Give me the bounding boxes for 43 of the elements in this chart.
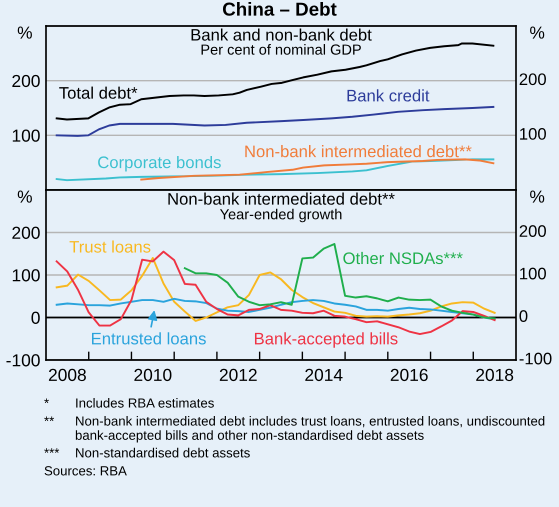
x-tick-label: 2012 — [220, 368, 257, 382]
x-tick-label: 2016 — [390, 368, 428, 382]
text: China – Debt — [222, 2, 337, 16]
legend-label: Entrusted loans — [92, 332, 206, 344]
text: ** Non-bank intermediated debt includes trust loans, entrusted loans, undiscounted bank-accepted bills and other non-standardised debt assets — [44, 416, 544, 443]
series-label: Non-bank intermediated debt** — [245, 145, 472, 158]
series-label: Bank credit — [348, 89, 430, 102]
chart-title: Bank and non-bank debt — [192, 28, 372, 41]
y-tick-label: 0 — [31, 312, 40, 324]
x-tick-label: 2018 — [476, 368, 514, 382]
series-label: Other NSDAs*** — [343, 252, 463, 264]
y2-tick-label: 200 — [520, 73, 546, 86]
x-tick-label: 2014 — [305, 368, 343, 382]
y2-axis-title: % — [530, 190, 544, 203]
y-tick-label: 100 — [12, 130, 40, 142]
series-label: Bank-accepted bills — [254, 332, 398, 348]
chart-title: Non-bank intermediated debt** — [168, 192, 395, 205]
y2-tick-label: 0 — [519, 310, 528, 322]
y-tick-label: 100 — [12, 269, 40, 282]
y2-tick-label: 200 — [520, 225, 546, 237]
text: *** Non-standardised debt assets — [44, 448, 250, 458]
series-label: Corporate bonds — [98, 156, 221, 172]
y-tick-label: 200 — [12, 226, 40, 239]
source-note: Sources: RBA — [44, 466, 127, 476]
line-series — [56, 106, 494, 137]
y-axis-title: % — [18, 190, 32, 203]
line-series — [56, 158, 494, 182]
y-axis-title: % — [18, 26, 32, 39]
line-series — [56, 42, 494, 120]
series-label: Total debt* — [59, 86, 138, 99]
text: Per cent of nominal GDP — [202, 44, 361, 55]
line-series — [184, 243, 496, 320]
x-tick-label: 2010 — [134, 368, 172, 382]
x-tick-label: 2008 — [48, 368, 86, 382]
y2-axis-title: % — [530, 26, 544, 39]
y2-tick-label: -100 — [520, 352, 552, 364]
text: Year-ended growth — [220, 208, 342, 222]
y2-tick-label: 100 — [520, 128, 546, 140]
y-tick-label: -100 — [6, 354, 40, 366]
series-label: Trust loans — [70, 240, 150, 253]
y2-tick-label: 100 — [520, 268, 546, 280]
y-tick-label: 200 — [12, 74, 40, 88]
text: * Includes RBA estimates — [44, 398, 214, 408]
